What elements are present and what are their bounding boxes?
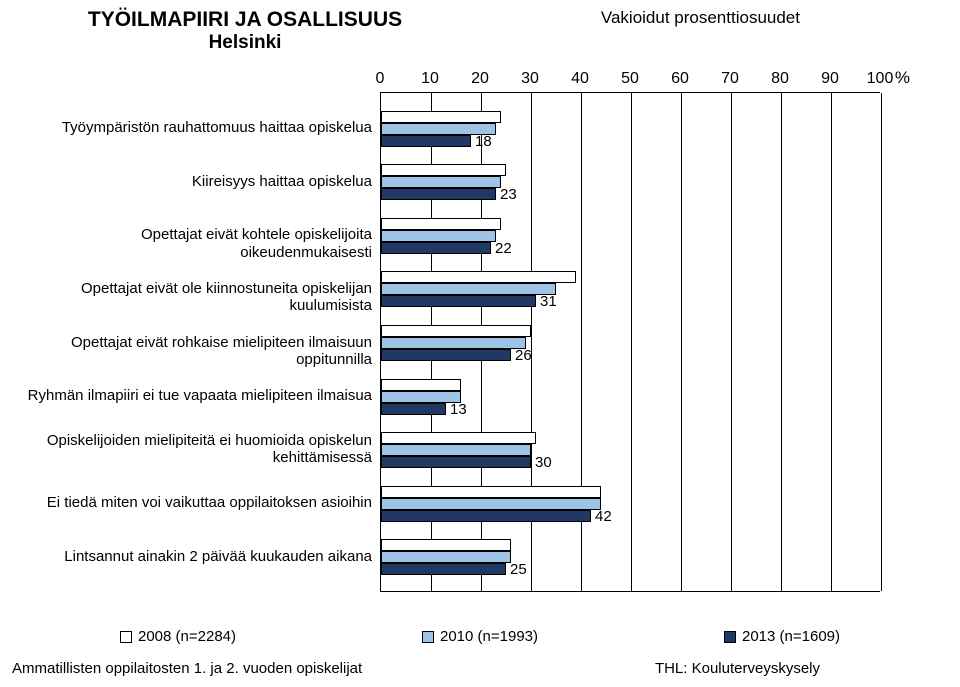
bar <box>381 176 501 188</box>
bar <box>381 444 531 456</box>
grid-line <box>631 93 632 591</box>
legend-swatch <box>120 631 132 643</box>
category-label: Lintsannut ainakin 2 päivää kuukauden ai… <box>12 548 372 565</box>
grid-line <box>731 93 732 591</box>
bar-value-label: 31 <box>540 293 557 310</box>
x-tick-label: 60 <box>671 70 689 88</box>
bar <box>381 379 461 391</box>
bar-value-label: 18 <box>475 133 492 150</box>
chart-area: % 0102030405060708090100 182322312613304… <box>380 70 920 610</box>
bar <box>381 563 506 575</box>
grid-line <box>781 93 782 591</box>
x-tick-label: 20 <box>471 70 489 88</box>
bar <box>381 230 496 242</box>
bar <box>381 498 601 510</box>
bar <box>381 551 511 563</box>
bar <box>381 403 446 415</box>
x-tick-label: 10 <box>421 70 439 88</box>
legend-item: 2013 (n=1609) <box>724 628 840 645</box>
bar <box>381 283 556 295</box>
percent-symbol: % <box>895 68 910 88</box>
footer-left: Ammatillisten oppilaitosten 1. ja 2. vuo… <box>12 660 362 677</box>
bar-value-label: 26 <box>515 347 532 364</box>
category-label: Kiireisyys haittaa opiskelua <box>12 173 372 190</box>
bar <box>381 218 501 230</box>
bar-value-label: 42 <box>595 508 612 525</box>
x-tick-label: 90 <box>821 70 839 88</box>
grid-line <box>881 93 882 591</box>
bar <box>381 325 531 337</box>
grid-line <box>681 93 682 591</box>
category-label: Opettajat eivät rohkaise mielipiteen ilm… <box>12 334 372 369</box>
bar <box>381 510 591 522</box>
grid-line <box>831 93 832 591</box>
bar <box>381 135 471 147</box>
footer-right: THL: Kouluterveyskysely <box>655 660 820 677</box>
x-tick-label: 80 <box>771 70 789 88</box>
bar-value-label: 13 <box>450 401 467 418</box>
x-tick-label: 30 <box>521 70 539 88</box>
legend-label: 2008 (n=2284) <box>138 628 236 645</box>
bar-value-label: 25 <box>510 561 527 578</box>
legend-swatch <box>422 631 434 643</box>
bar <box>381 486 601 498</box>
bar <box>381 539 511 551</box>
bar <box>381 391 461 403</box>
x-tick-label: 70 <box>721 70 739 88</box>
legend: 2008 (n=2284) 2010 (n=1993) 2013 (n=1609) <box>120 628 840 645</box>
category-label: Opettajat eivät ole kiinnostuneita opisk… <box>12 280 372 315</box>
bar <box>381 242 491 254</box>
chart-subtitle: Helsinki <box>70 32 420 54</box>
bar <box>381 111 501 123</box>
bar <box>381 295 536 307</box>
category-label: Ryhmän ilmapiiri ei tue vapaata mielipit… <box>12 387 372 404</box>
bar <box>381 456 531 468</box>
x-tick-label: 40 <box>571 70 589 88</box>
bar <box>381 432 536 444</box>
bar <box>381 188 496 200</box>
bar-value-label: 22 <box>495 240 512 257</box>
category-label: Opiskelijoiden mielipiteitä ei huomioida… <box>12 432 372 467</box>
chart-right-title: Vakioidut prosenttiosuudet <box>601 8 800 28</box>
plot-region: 18 23 22 31 26 13 30 42 25 <box>380 92 880 592</box>
x-tick-label: 0 <box>376 70 385 88</box>
x-tick-label: 50 <box>621 70 639 88</box>
legend-item: 2008 (n=2284) <box>120 628 236 645</box>
x-tick-label: 100 <box>867 70 894 88</box>
chart-main-title: TYÖILMAPIIRI JA OSALLISUUS <box>70 8 420 32</box>
legend-swatch <box>724 631 736 643</box>
bar-value-label: 23 <box>500 186 517 203</box>
legend-label: 2010 (n=1993) <box>440 628 538 645</box>
bar <box>381 349 511 361</box>
category-label: Työympäristön rauhattomuus haittaa opisk… <box>12 119 372 136</box>
category-label: Opettajat eivät kohtele opiskelijoita oi… <box>12 226 372 261</box>
bar <box>381 164 506 176</box>
legend-item: 2010 (n=1993) <box>422 628 538 645</box>
category-label: Ei tiedä miten voi vaikuttaa oppilaitoks… <box>12 494 372 511</box>
bar <box>381 337 526 349</box>
bar <box>381 271 576 283</box>
bar-value-label: 30 <box>535 454 552 471</box>
legend-label: 2013 (n=1609) <box>742 628 840 645</box>
